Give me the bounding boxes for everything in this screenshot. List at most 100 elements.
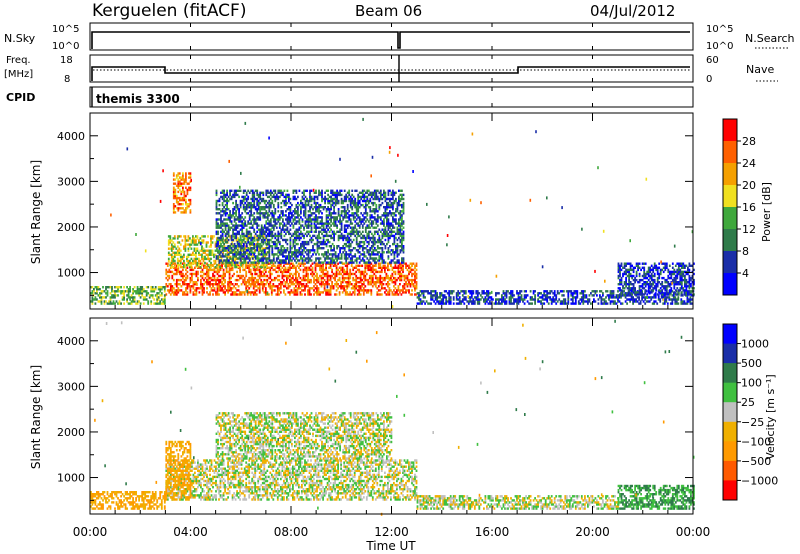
heatmap-cell [367, 278, 370, 282]
heatmap-cell [269, 272, 272, 276]
heatmap-cell [363, 247, 366, 250]
heatmap-cell [231, 287, 234, 290]
heatmap-cell [318, 236, 320, 240]
heatmap-cell [293, 272, 296, 276]
heatmap-cell [298, 266, 300, 269]
heatmap-cell [242, 281, 245, 284]
heatmap-cell [160, 288, 163, 291]
heatmap-cell [307, 232, 310, 236]
heatmap-cell [224, 224, 227, 227]
heatmap-cell [392, 216, 394, 219]
heatmap-cell [292, 226, 295, 229]
heatmap-cell [183, 281, 186, 284]
heatmap-cell [310, 226, 313, 229]
freq-label-line2: [MHz] [4, 69, 33, 80]
heatmap-cell [398, 203, 400, 207]
heatmap-cell [213, 253, 215, 256]
heatmap-cell [325, 289, 327, 292]
heatmap-cell [212, 272, 214, 276]
heatmap-cell [303, 210, 305, 213]
heatmap-cell [375, 257, 378, 260]
heatmap-cell [279, 270, 282, 274]
heatmap-cell [99, 296, 101, 299]
heatmap-cell [163, 298, 166, 301]
heatmap-cell [339, 222, 341, 225]
heatmap-cell [224, 264, 226, 267]
heatmap-cell [317, 289, 320, 292]
heatmap-cell [383, 214, 385, 217]
heatmap-cell [383, 189, 385, 192]
heatmap-cell [244, 240, 247, 244]
heatmap-cell [343, 285, 346, 288]
heatmap-cell [353, 291, 356, 294]
heatmap-cell [384, 270, 386, 274]
heatmap-cell [233, 191, 236, 194]
heatmap-cell [253, 230, 256, 233]
heatmap-cell [235, 212, 237, 215]
heatmap-cell [399, 212, 402, 215]
heatmap-cell [355, 257, 358, 260]
heatmap-cell [366, 191, 369, 194]
heatmap-cell [337, 238, 340, 242]
heatmap-cell [230, 242, 233, 246]
heatmap-cell [206, 262, 208, 265]
heatmap-cell [250, 201, 253, 205]
heatmap-cell [396, 247, 399, 250]
heatmap-cell [347, 276, 350, 280]
heatmap-cell [405, 274, 407, 278]
heatmap-cell [261, 270, 264, 274]
heatmap-cell [260, 206, 263, 209]
heatmap-cell [334, 222, 337, 225]
heatmap-cell [366, 226, 369, 229]
heatmap-cell [340, 236, 343, 240]
heatmap-cell [325, 222, 328, 225]
heatmap-cell [313, 212, 316, 215]
heatmap-cell [254, 285, 257, 288]
heatmap-cell [445, 290, 448, 293]
heatmap-cell [217, 265, 220, 269]
heatmap-cell [269, 228, 272, 231]
heatmap-cell [318, 210, 320, 213]
heatmap-cell [202, 259, 205, 263]
heatmap-cell [292, 197, 295, 201]
heatmap-cell [373, 226, 376, 229]
heatmap-cell [239, 274, 241, 278]
heatmap-cell [220, 245, 222, 248]
heatmap-cell [319, 266, 321, 269]
heatmap-cell [172, 188, 175, 192]
heatmap-cell [185, 209, 187, 212]
heatmap-cell [189, 237, 191, 240]
heatmap-cell [337, 212, 340, 215]
heatmap-cell [220, 220, 222, 223]
heatmap-cell [233, 253, 236, 256]
heatmap-cell [220, 214, 222, 217]
heatmap-cell [390, 276, 392, 280]
heatmap-cell [233, 285, 235, 288]
heatmap-cell [402, 206, 405, 209]
heatmap-cell [408, 289, 410, 292]
heatmap-cell [316, 276, 318, 280]
heatmap-cell [361, 289, 364, 292]
heatmap-cell [384, 228, 387, 231]
heatmap-cell [173, 255, 176, 259]
heatmap-cell [239, 251, 242, 254]
heatmap-cell [234, 257, 236, 261]
heatmap-cell [202, 251, 205, 254]
heatmap-cell [269, 189, 272, 192]
heatmap-cell [399, 240, 402, 244]
heatmap-cell [399, 264, 401, 267]
heatmap-cell [366, 203, 369, 207]
heatmap-cell [355, 270, 358, 274]
heatmap-cell [232, 224, 234, 227]
heatmap-cell [263, 224, 266, 227]
heatmap-cell [215, 212, 218, 215]
heatmap-cell [367, 242, 370, 246]
heatmap-cell [180, 272, 183, 276]
heatmap-cell [256, 234, 259, 238]
heatmap-cell [310, 214, 313, 217]
heatmap-cell [269, 234, 272, 238]
heatmap-cell [186, 257, 188, 261]
heatmap-cell [224, 193, 227, 197]
heatmap-cell [249, 270, 252, 274]
heatmap-cell [220, 222, 222, 225]
